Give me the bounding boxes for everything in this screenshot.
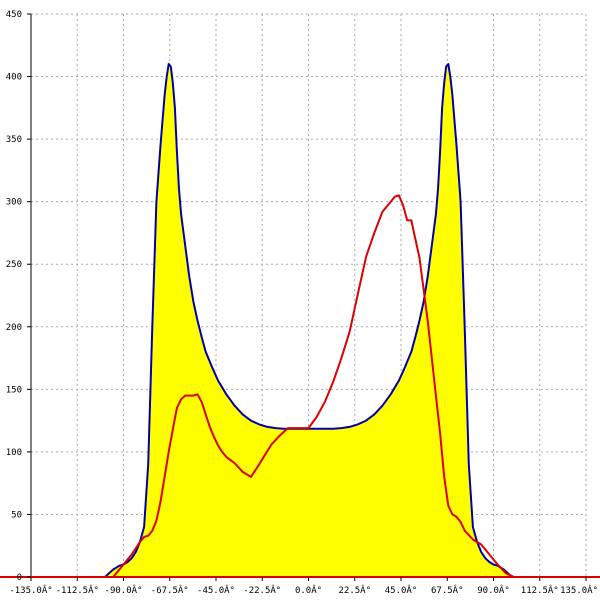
y-tick-label: 250 [6, 260, 22, 270]
x-tick-label: -22.5Â° [243, 584, 281, 596]
y-tick-label: 400 [6, 73, 22, 83]
x-tick-label: -45.0Â° [197, 584, 235, 596]
y-tick-label: 200 [6, 323, 22, 333]
x-tick-label: 45.0Â° [385, 584, 418, 596]
x-tick-label: 22.5Â° [338, 584, 371, 596]
x-tick-label: -135.0Â° [9, 584, 52, 596]
x-tick-label: 0.0Â° [295, 584, 322, 596]
y-tick-label: 350 [6, 135, 22, 145]
y-tick-label: 300 [6, 198, 22, 208]
x-tick-label: 112.5Â° [521, 584, 559, 596]
x-tick-label: -67.5Â° [151, 584, 189, 596]
y-tick-label: 0 [17, 573, 22, 583]
y-tick-label: 100 [6, 448, 22, 458]
y-tick-labels: 0 50 100 150 200 250 300 350 400 450 [6, 10, 31, 583]
series-lines-layer [104, 63, 515, 578]
y-tick-label: 50 [11, 510, 22, 520]
red-line-series [112, 194, 515, 578]
x-tick-labels: -135.0Â° -112.5Â° -90.0Â° -67.5Â° -45.0Â° -22… [9, 577, 598, 596]
x-tick-label: -90.0Â° [105, 584, 143, 596]
x-tick-label: 67.5Â° [431, 584, 464, 596]
y-tick-label: 450 [6, 10, 22, 20]
x-tick-label: 90.0Â° [477, 584, 510, 596]
y-tick-label: 150 [6, 385, 22, 395]
x-tick-label: 135.0Â° [560, 584, 598, 596]
x-tick-label: -112.5Â° [56, 584, 99, 596]
